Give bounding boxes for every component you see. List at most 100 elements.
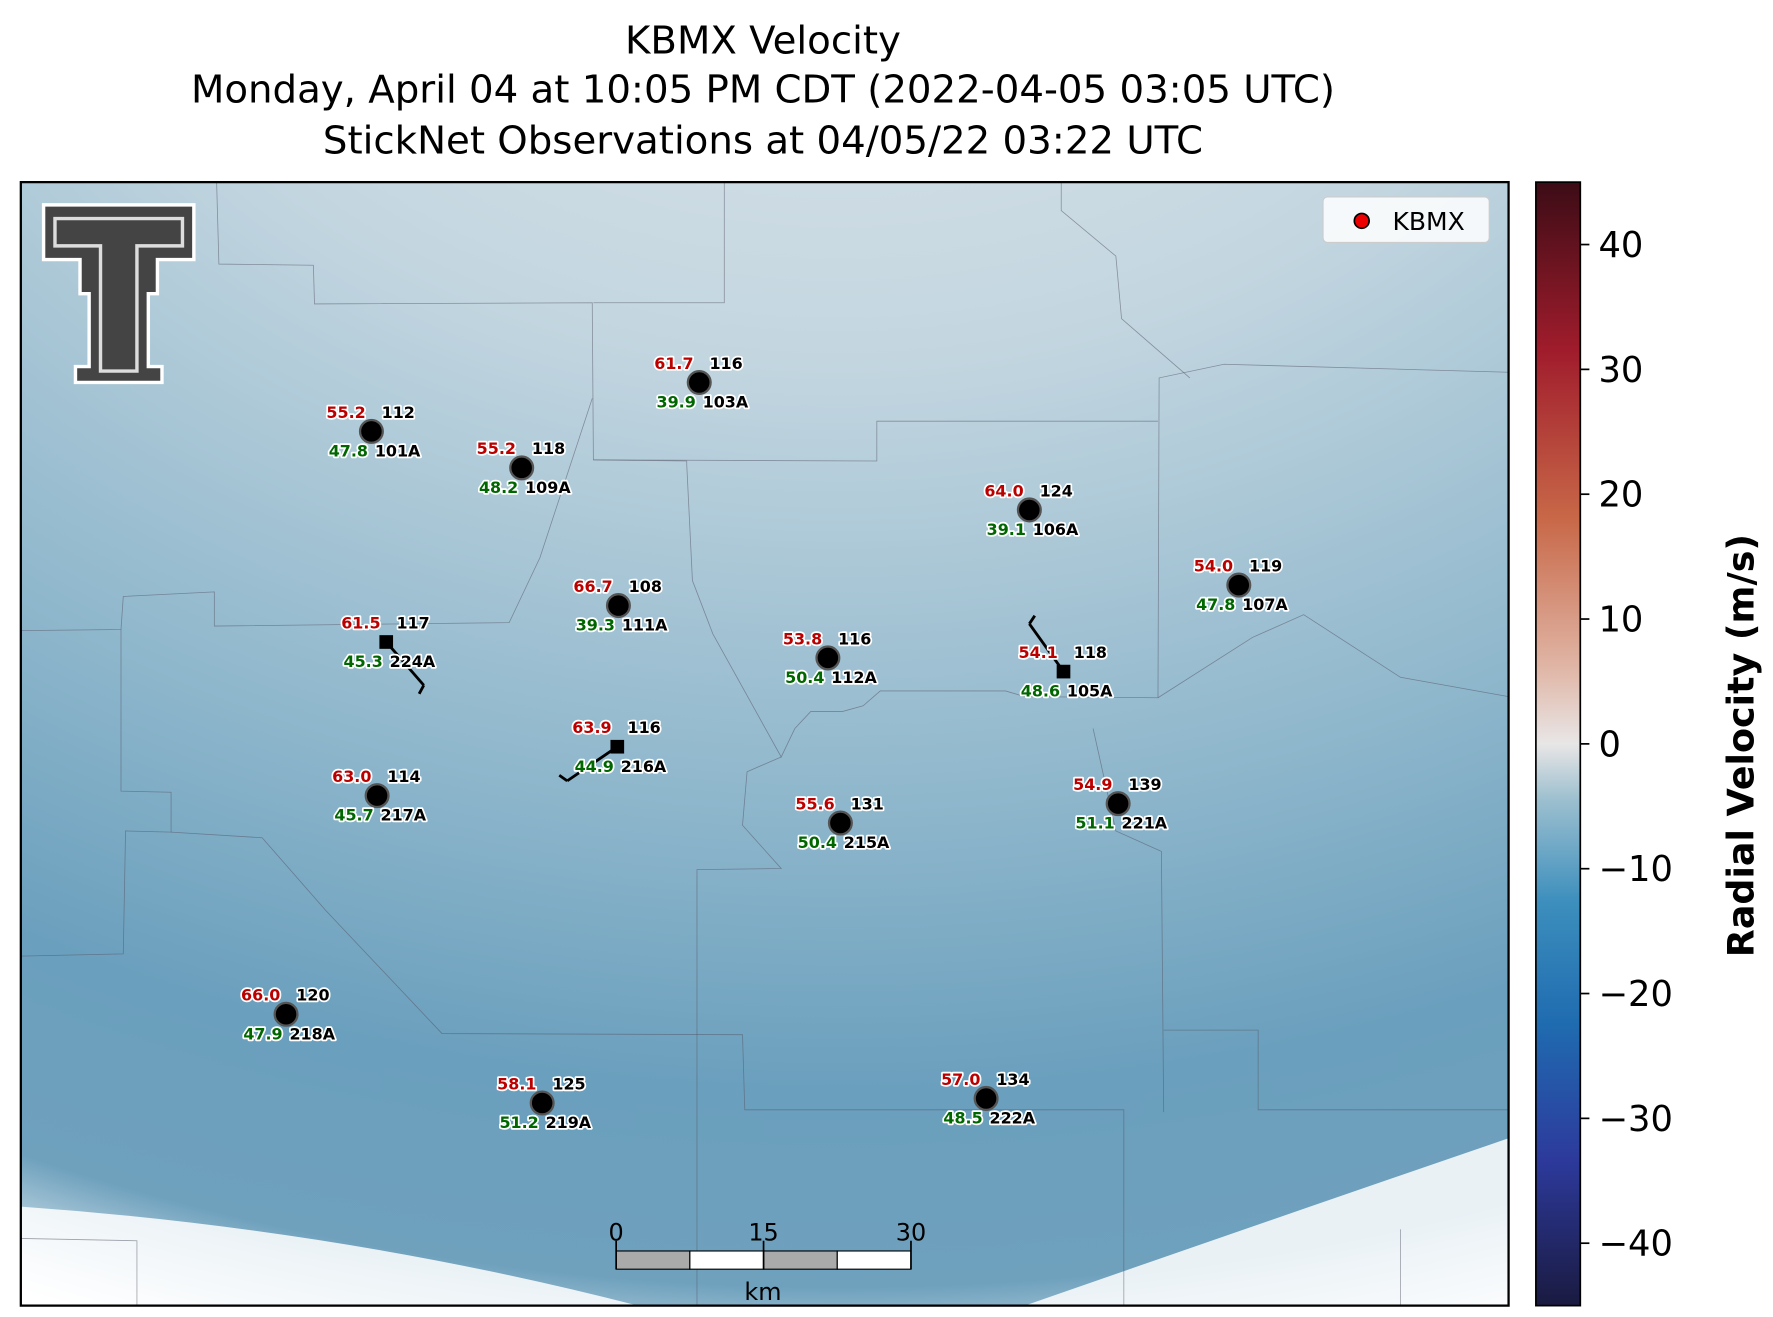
temperature: 66.0 (241, 986, 280, 1005)
station: 63.0 114 45.7 217A (330, 765, 428, 826)
station-id: 105A (1067, 682, 1113, 701)
station-value: 125 (552, 1074, 585, 1093)
colorbar-tick-label: −20 (1598, 974, 1672, 1015)
station-value: 112 (382, 403, 415, 422)
station: 58.1 125 51.2 219A (495, 1073, 593, 1134)
station-value: 120 (296, 986, 329, 1005)
station-id: 112A (831, 668, 877, 687)
dewpoint: 39.3 (576, 616, 615, 635)
station-value: 119 (1249, 556, 1282, 575)
dewpoint: 51.1 (1075, 814, 1114, 833)
station-marker (973, 1085, 999, 1111)
station-marker (1226, 572, 1252, 598)
station-value: 131 (851, 794, 884, 813)
colorbar-tick-label: 40 (1598, 225, 1643, 266)
station-value: 118 (532, 439, 565, 458)
temperature: 63.9 (572, 718, 611, 737)
dewpoint: 45.7 (334, 806, 373, 825)
temperature: 53.8 (783, 629, 822, 648)
station-id: 101A (375, 441, 421, 460)
colorbar: Radial Velocity (m/s) −40 −30 −20 −10 0 10 20 3… (1535, 181, 1762, 1307)
station-id: 109A (525, 478, 571, 497)
colorbar-label: Radial Velocity (m/s) (1719, 534, 1762, 957)
station: 63.9 116 44.9 216A (558, 716, 669, 783)
station: 54.0 119 47.8 107A (1192, 555, 1290, 616)
dewpoint: 44.9 (575, 757, 614, 776)
station-value: 124 (1040, 481, 1073, 500)
station-id: 222A (990, 1108, 1036, 1127)
station-value: 116 (838, 629, 871, 648)
station-marker (1056, 664, 1071, 679)
dewpoint: 50.4 (785, 668, 824, 687)
scale-segment (762, 1250, 838, 1270)
colorbar-tick-label: −40 (1598, 1224, 1672, 1265)
station: 64.0 124 39.1 106A (983, 480, 1081, 541)
stations: 55.2 112 47.8 101A 55.2 118 48.2 109A 61.7 116 39.… (239, 352, 1290, 1134)
radar-field (20, 182, 1509, 1306)
station-id: 224A (390, 652, 436, 671)
temperature: 54.0 (1194, 556, 1233, 575)
dewpoint: 50.4 (798, 833, 837, 852)
temperature: 61.7 (654, 354, 693, 373)
station: 61.5 117 45.3 224A (340, 612, 438, 695)
wind-barb (1028, 614, 1036, 625)
scale-segment (836, 1250, 912, 1270)
wind-barb (558, 774, 569, 783)
station-value: 116 (628, 718, 661, 737)
title-line: Monday, April 04 at 10:05 PM CDT (2022-0… (191, 67, 1335, 112)
station: 57.0 134 48.5 222A (939, 1068, 1037, 1129)
wind-barb (385, 641, 425, 687)
colorbar-tick-label: 0 (1598, 724, 1620, 765)
scale-tick-label: 0 (609, 1219, 624, 1247)
station-marker (358, 418, 384, 444)
scale-tick-label: 30 (896, 1219, 926, 1247)
temperature: 66.7 (573, 577, 612, 596)
station-value: 117 (396, 613, 429, 632)
temperature: 54.9 (1073, 775, 1112, 794)
legend-box (1322, 196, 1490, 244)
station-value: 134 (996, 1070, 1029, 1089)
wind-barb (1028, 622, 1065, 673)
colorbar-tick-label: −30 (1598, 1099, 1672, 1140)
station-marker (827, 810, 853, 836)
map: 55.2 112 47.8 101A 55.2 118 48.2 109A 61.7 116 39.… (20, 182, 1509, 1306)
legend-label: KBMX (1392, 207, 1464, 236)
station-marker (273, 1001, 299, 1027)
temperature: 58.1 (497, 1074, 536, 1093)
station: 53.8 116 50.4 112A (781, 628, 879, 689)
temperature: 61.5 (341, 613, 380, 632)
station-value: 118 (1074, 643, 1107, 662)
station: 54.1 118 48.6 105A (1017, 614, 1115, 702)
scale-segment (689, 1250, 765, 1270)
scale-bar: km 0 15 30 (609, 1219, 927, 1306)
station: 55.6 131 50.4 215A (794, 793, 892, 854)
colorbar-ramp (1535, 181, 1582, 1307)
colorbar-tick-label: 20 (1598, 475, 1643, 516)
temperature: 63.0 (332, 767, 371, 786)
dewpoint: 47.8 (329, 441, 368, 460)
temperature: 55.6 (795, 794, 834, 813)
station-id: 221A (1122, 814, 1168, 833)
station-id: 103A (703, 393, 749, 412)
station-marker (379, 635, 394, 649)
dewpoint: 48.6 (1021, 682, 1060, 701)
temperature: 55.2 (477, 439, 516, 458)
station-marker (1105, 791, 1131, 817)
dewpoint: 47.9 (243, 1024, 282, 1043)
temperature: 54.1 (1019, 643, 1058, 662)
station-marker (529, 1090, 555, 1116)
dewpoint: 39.1 (987, 520, 1026, 539)
dewpoint: 45.3 (344, 652, 383, 671)
station-marker (509, 455, 535, 481)
station-marker (815, 645, 841, 671)
temperature: 64.0 (984, 481, 1023, 500)
legend-marker (1353, 212, 1370, 230)
map-frame (19, 180, 1510, 1307)
scale-segment (615, 1250, 691, 1270)
logo (41, 203, 196, 385)
station-marker (1016, 497, 1042, 523)
station: 54.9 139 51.1 221A (1071, 773, 1169, 834)
dewpoint: 48.5 (943, 1108, 982, 1127)
no-data (20, 1138, 1509, 1306)
dewpoint: 48.2 (479, 478, 518, 497)
